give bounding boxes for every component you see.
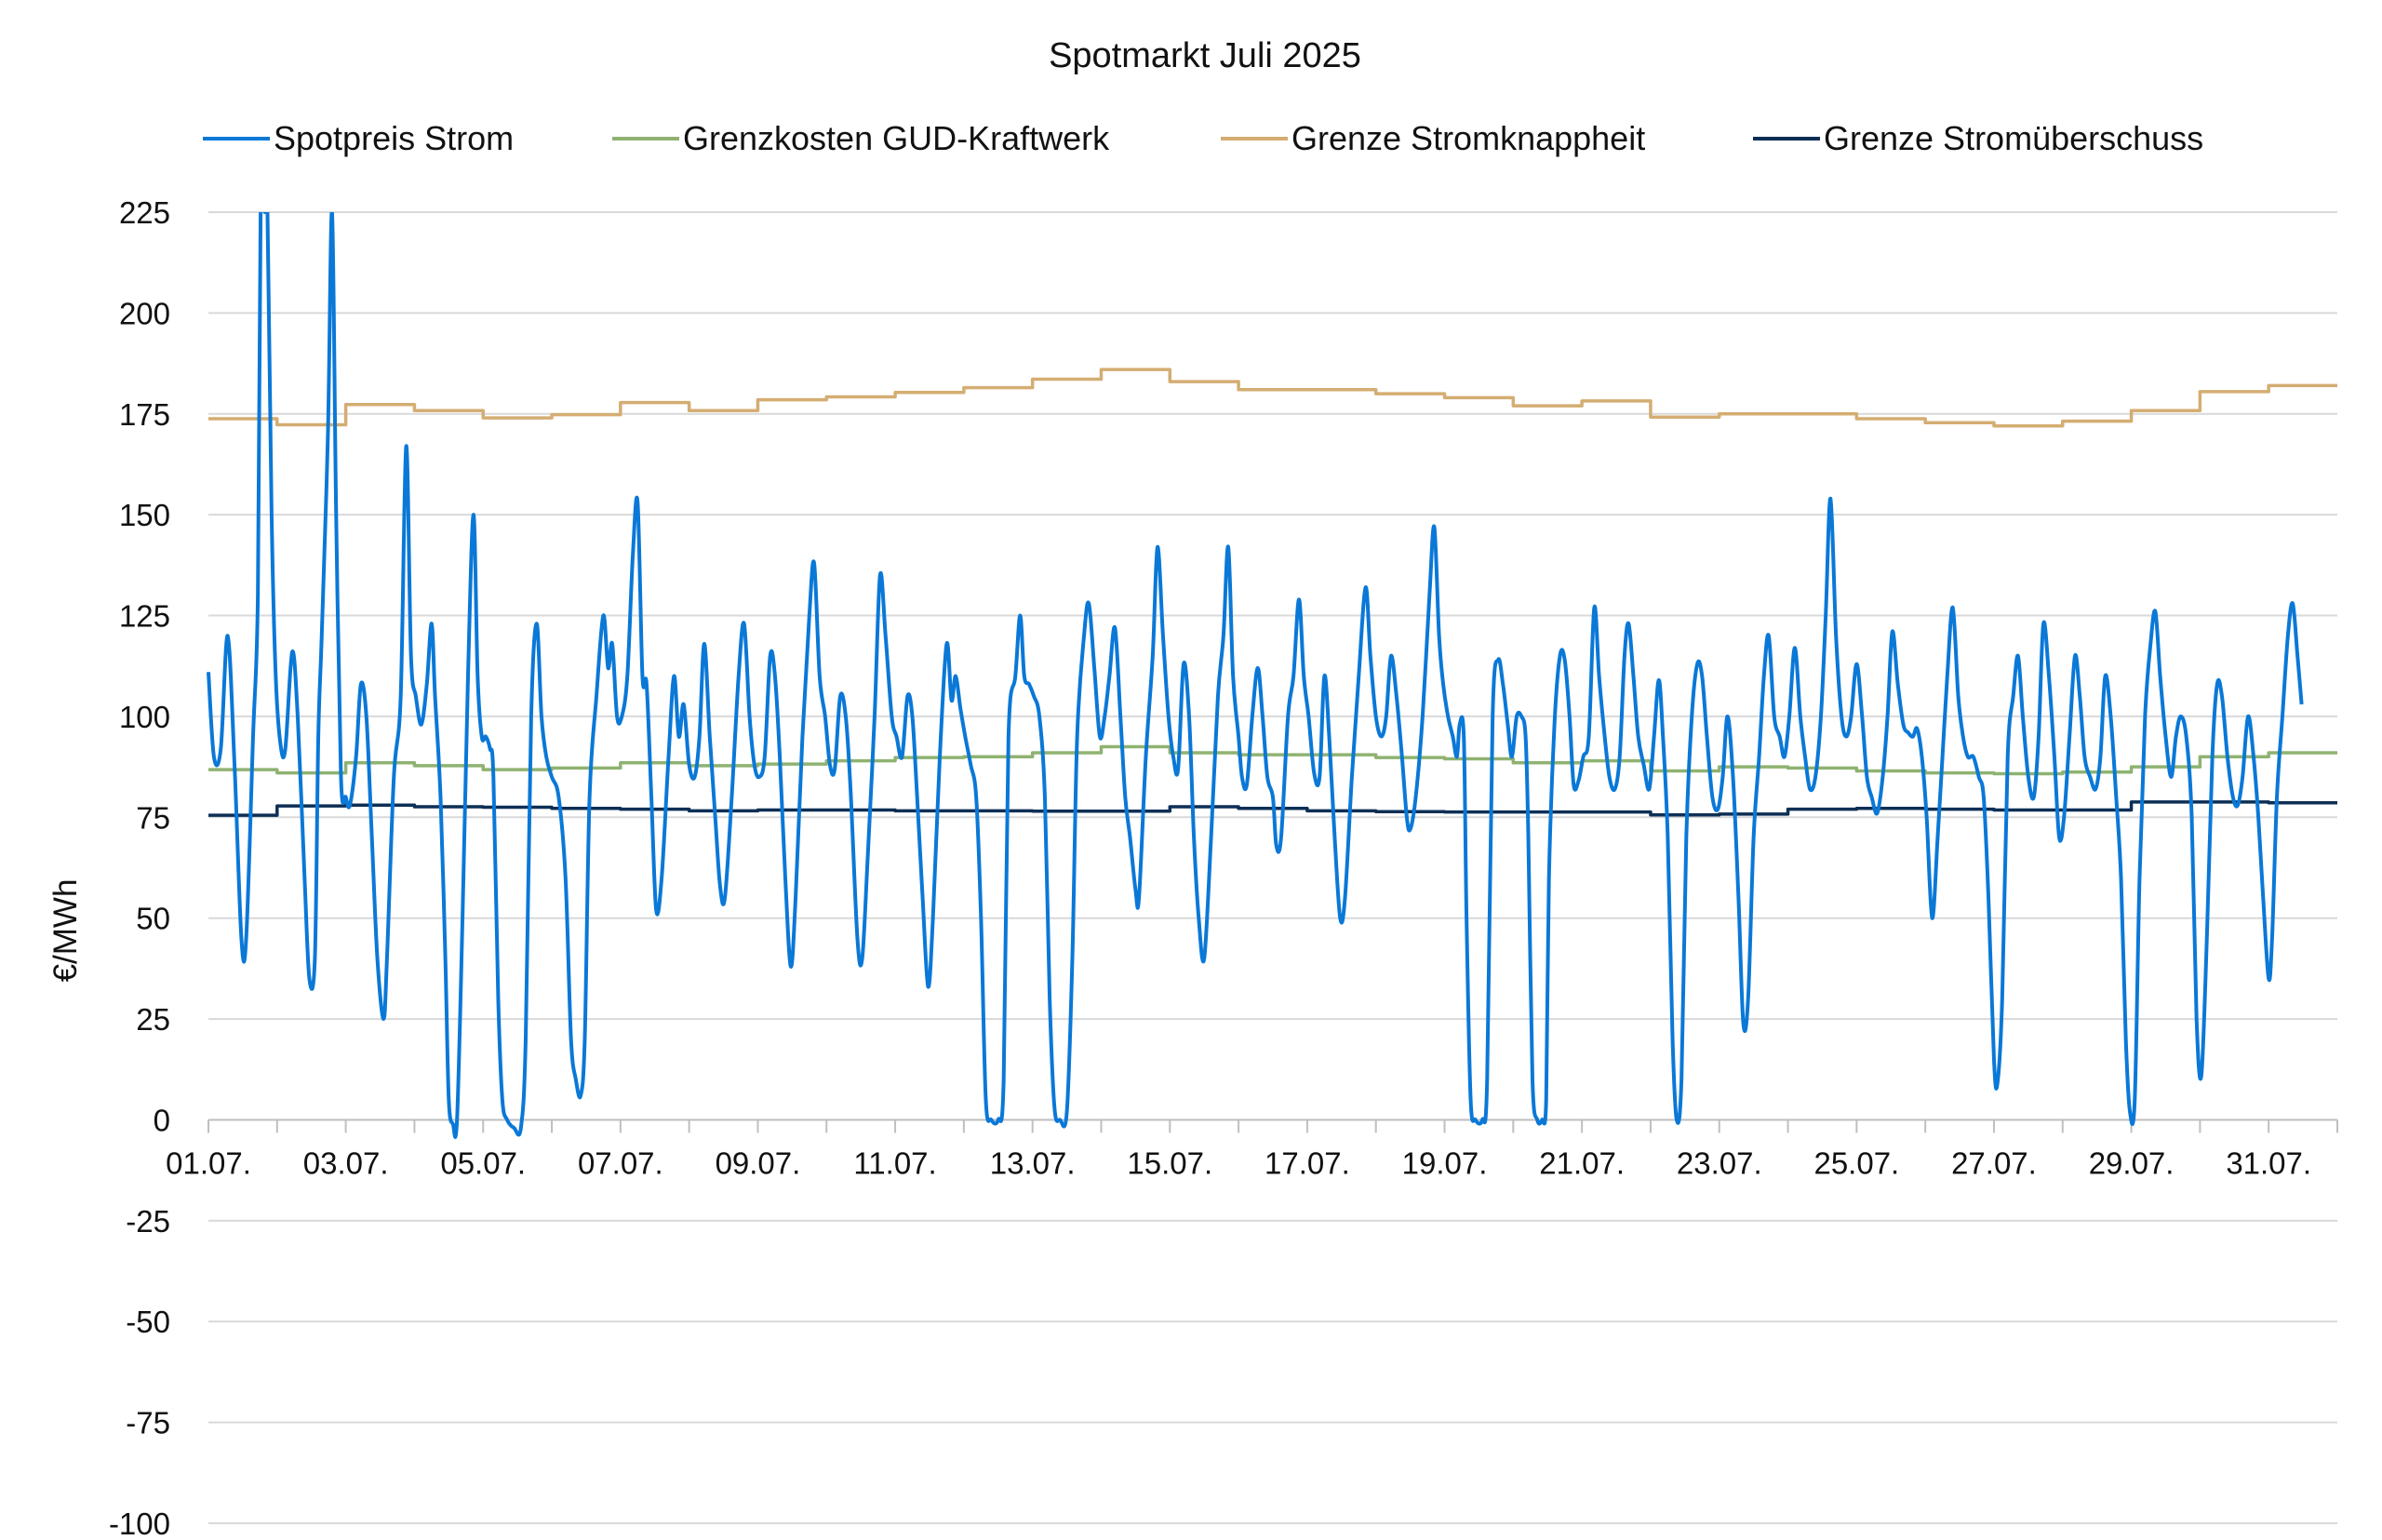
x-tick-label: 23.07. [1677, 1145, 1762, 1180]
y-tick-label: -100 [109, 1507, 170, 1540]
legend-label-1: Spotpreis Strom [274, 119, 514, 157]
x-tick-label: 11.07. [853, 1145, 936, 1180]
x-tick-label: 21.07. [1539, 1145, 1625, 1180]
x-tick-label: 31.07. [2226, 1145, 2311, 1180]
y-tick-label: 0 [154, 1103, 170, 1137]
y-tick-label: 150 [119, 498, 170, 532]
x-tick-label: 19.07. [1402, 1145, 1488, 1180]
x-tick-label: 05.07. [440, 1145, 526, 1180]
legend-label-2: Grenzkosten GUD-Kraftwerk [683, 119, 1110, 157]
series-grenze-stromknappheit [208, 368, 2337, 428]
chart-title: Spotmarkt Juli 2025 [1049, 36, 1361, 75]
x-tick-label: 25.07. [1813, 1145, 1899, 1180]
x-tick-label: 01.07. [166, 1145, 251, 1180]
legend: Spotpreis Strom Grenzkosten GUD-Kraftwerk… [203, 119, 2203, 157]
y-axis-ticks: 225 200 175 150 125 100 75 50 25 0 -25 -50 -75 -100 [109, 195, 170, 1540]
y-tick-label: 225 [119, 195, 170, 230]
x-tick-label: 29.07. [2089, 1145, 2175, 1180]
x-tick-label: 17.07. [1265, 1145, 1350, 1180]
x-tick-label: 09.07. [716, 1145, 801, 1180]
x-tick-label: 03.07. [303, 1145, 389, 1180]
y-tick-label: -50 [126, 1305, 170, 1339]
x-axis: 01.07. 03.07. 05.07. 07.07. 09.07. 11.07. 13.0… [166, 1118, 2338, 1180]
series-layer [207, 212, 2337, 1139]
y-tick-label: 125 [119, 599, 170, 634]
x-tick-label: 13.07. [990, 1145, 1076, 1180]
y-axis-label: €/MWh [47, 879, 84, 983]
y-tick-label: 200 [119, 296, 170, 330]
y-tick-label: 100 [119, 700, 170, 734]
series-spotpreis-strom [207, 212, 2304, 1139]
legend-label-4: Grenze Stromüberschuss [1824, 119, 2203, 157]
legend-label-3: Grenze Stromknappheit [1291, 119, 1645, 157]
x-tick-label: 27.07. [1951, 1145, 2037, 1180]
y-tick-label: 75 [136, 800, 170, 835]
y-tick-label: 175 [119, 397, 170, 432]
y-tick-label: 50 [136, 902, 170, 936]
x-tick-label: 15.07. [1127, 1145, 1212, 1180]
y-tick-label: -75 [126, 1406, 170, 1440]
gridlines [208, 211, 2337, 1524]
x-tick-label: 07.07. [578, 1145, 663, 1180]
y-tick-label: 25 [136, 1002, 170, 1037]
series-grenzkosten-gud [208, 744, 2337, 776]
y-tick-label: -25 [126, 1204, 170, 1239]
